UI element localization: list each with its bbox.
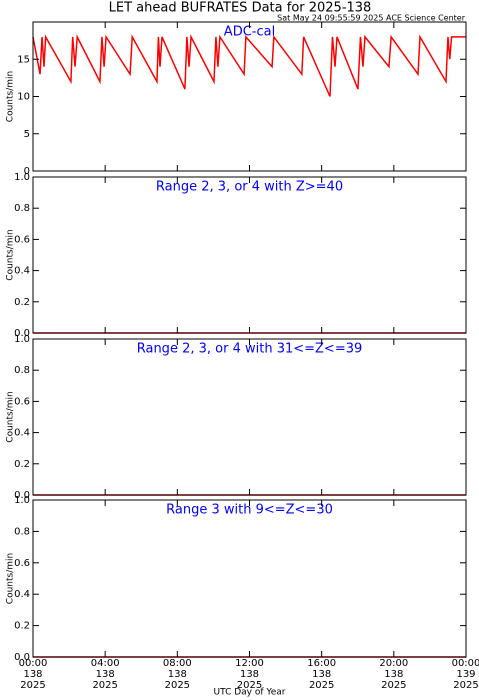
y-tick-label: 5 — [24, 129, 30, 140]
x-axis-label: UTC Day of Year — [214, 688, 286, 698]
plot-frame — [32, 21, 467, 172]
y-tick-label: 0.6 — [14, 396, 30, 407]
y-tick-label: 10 — [17, 92, 30, 103]
y-tick-label: 0.4 — [14, 428, 30, 439]
y-tick-label: 0.2 — [14, 621, 30, 632]
x-tick-label: 00:00 — [19, 658, 48, 669]
y-tick-label: 0.0 — [14, 328, 30, 339]
x-tick-year: 2025 — [309, 680, 334, 691]
panel-title: Range 2, 3, or 4 with Z>=40 — [156, 180, 343, 195]
y-tick-label: 0.6 — [14, 558, 30, 569]
x-tick-year: 2025 — [20, 680, 45, 691]
y-tick-label: 0.0 — [14, 490, 30, 501]
y-axis-label: Counts/min — [6, 553, 16, 604]
y-tick-label: 0.2 — [14, 459, 30, 470]
y-tick-label: 0.4 — [14, 266, 30, 277]
y-tick-label: 0.0 — [14, 652, 30, 663]
x-tick-label: 00:00 — [452, 658, 479, 669]
x-tick-day: 139 — [456, 669, 475, 680]
panel-title: Range 3 with 9<=Z<=30 — [166, 503, 333, 518]
y-tick-label: 0.8 — [14, 365, 30, 376]
x-tick-label: 16:00 — [307, 658, 336, 669]
timestamp: Sat May 24 09:55:59 2025 ACE Science Cen… — [277, 14, 466, 23]
data-line — [32, 34, 466, 97]
x-tick-label: 04:00 — [91, 658, 120, 669]
x-tick-year: 2025 — [237, 680, 262, 691]
x-tick-day: 138 — [384, 669, 403, 680]
y-tick-label: 1.0 — [14, 334, 30, 345]
y-tick-label: 0.4 — [14, 589, 30, 600]
x-tick-day: 138 — [312, 669, 331, 680]
x-tick-day: 138 — [240, 669, 259, 680]
y-tick-label: 1.0 — [14, 172, 30, 183]
y-tick-label: 15 — [17, 54, 30, 65]
y-axis-label: Counts/min — [6, 391, 16, 442]
panel-title: Range 2, 3, or 4 with 31<=Z<=39 — [137, 342, 363, 357]
y-tick-label: 0.8 — [14, 203, 30, 214]
page-title: LET ahead BUFRATES Data for 2025-138 — [109, 1, 372, 16]
x-tick-day: 138 — [23, 669, 42, 680]
panel-title: ADC-cal — [224, 25, 275, 40]
x-tick-day: 138 — [96, 669, 115, 680]
y-tick-label: 0.8 — [14, 526, 30, 537]
x-tick-label: 20:00 — [379, 658, 408, 669]
plot-frame — [32, 338, 467, 496]
x-tick-label: 12:00 — [235, 658, 264, 669]
y-tick-label: 0.6 — [14, 234, 30, 245]
y-axis-label: Counts/min — [6, 229, 16, 280]
y-tick-label: 0.2 — [14, 297, 30, 308]
x-tick-day: 138 — [168, 669, 187, 680]
y-tick-label: 0 — [24, 166, 30, 177]
x-tick-year: 2025 — [92, 680, 117, 691]
y-tick-label: 1.0 — [14, 495, 30, 506]
plot-frame — [32, 176, 467, 334]
y-axis-label: Counts/min — [6, 71, 16, 122]
x-tick-year: 2025 — [381, 680, 406, 691]
plot-frame — [32, 499, 467, 658]
x-tick-label: 08:00 — [163, 658, 192, 669]
x-tick-year: 2025 — [453, 680, 478, 691]
x-tick-year: 2025 — [165, 680, 190, 691]
